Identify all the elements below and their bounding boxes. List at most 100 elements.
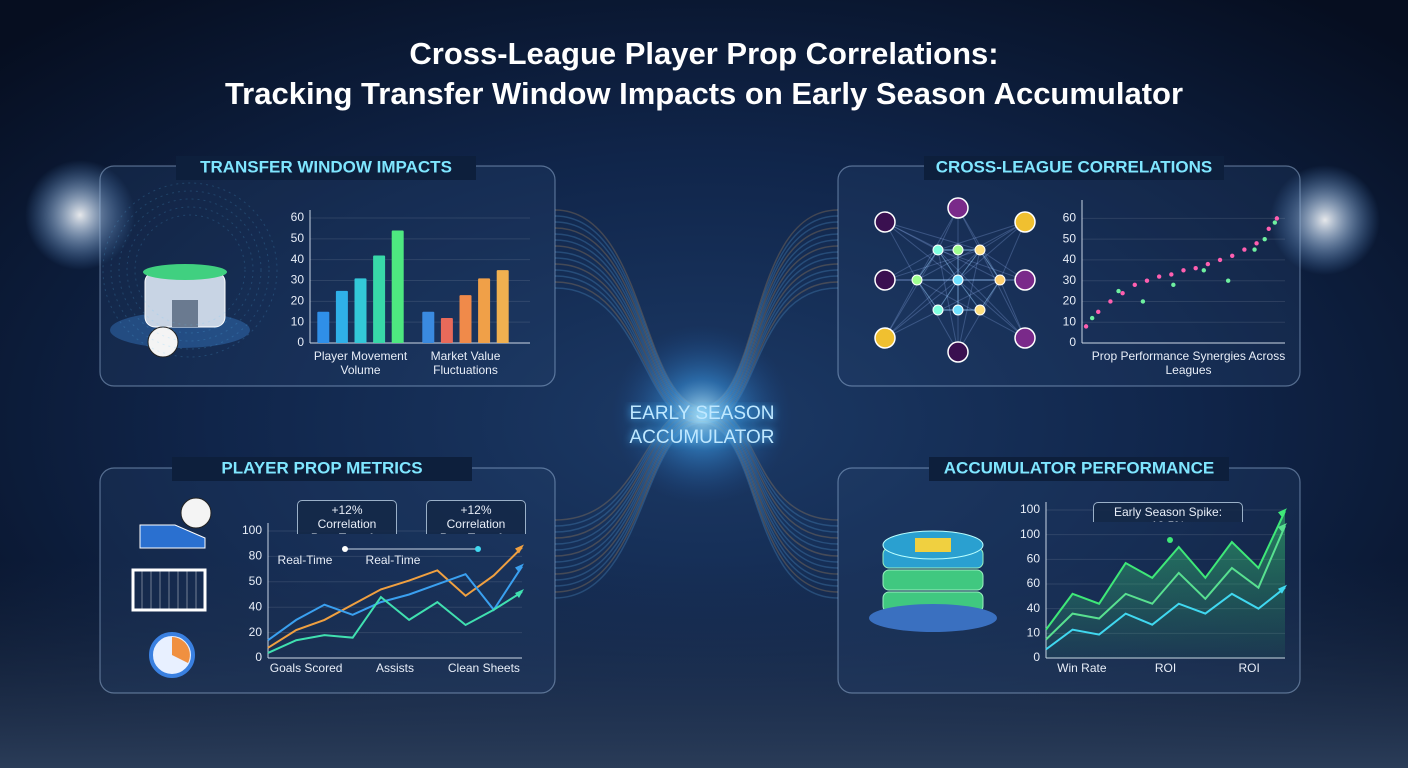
- goal: [131, 568, 207, 612]
- annotation-box: +12% Correlation Post-Transfer: [426, 500, 526, 534]
- y-tick-label: 50: [1063, 231, 1077, 245]
- network-edge: [957, 207, 1001, 281]
- network-edge: [916, 221, 1026, 281]
- series-label-box: Market Value Fluctuations: [430, 349, 501, 377]
- scatter-point: [1217, 257, 1223, 263]
- series-line: [1045, 510, 1286, 631]
- stopwatch-segment: [172, 637, 190, 663]
- y-tick-label: 80: [249, 549, 263, 563]
- x-label: Assists: [376, 661, 414, 675]
- bar: [317, 311, 330, 343]
- boot: [139, 524, 206, 549]
- y-tick-label: 60: [1027, 552, 1041, 566]
- annotation: Real-Time: [365, 553, 421, 567]
- series-label: Market Value Fluctuations: [430, 349, 501, 377]
- scatter-point: [1193, 266, 1198, 271]
- annotation-box: Early Season Spike: 18.5%: [1093, 502, 1243, 522]
- scatter-point: [1205, 261, 1211, 267]
- series-line: [1045, 525, 1286, 641]
- network-edge: [937, 249, 959, 281]
- bar: [459, 295, 472, 343]
- scatter-point: [1083, 324, 1089, 329]
- network-node: [952, 304, 964, 316]
- annotation: Early Season Spike: 18.5%: [1093, 502, 1243, 522]
- y-tick-label: 40: [249, 599, 263, 613]
- y-tick-label: 40: [1063, 252, 1077, 266]
- panel-title: TRANSFER WINDOW IMPACTS: [200, 157, 452, 176]
- database-label: [915, 538, 951, 552]
- network-node: [994, 274, 1006, 286]
- subtitle: Tracking Transfer Window Impacts on Earl…: [225, 76, 1183, 111]
- scatter-point: [1242, 247, 1247, 252]
- halo: [102, 182, 278, 358]
- annotation-dot: [475, 546, 481, 552]
- network-edge: [937, 249, 959, 353]
- floodlight: [25, 160, 135, 270]
- scatter-point: [1181, 268, 1186, 273]
- network-edge: [884, 221, 959, 281]
- network-node: [974, 244, 986, 256]
- series-line: [267, 566, 523, 642]
- title: Cross-League Player Prop Correlations:: [409, 36, 998, 71]
- network-node: [911, 274, 923, 286]
- annotation-dot: [342, 546, 348, 552]
- halo: [134, 214, 246, 326]
- annotation: +12% Correlation Post-Transfer: [426, 500, 526, 534]
- scatter-point: [1262, 236, 1267, 242]
- network-edge: [884, 279, 959, 339]
- network-node: [932, 304, 944, 316]
- series-line: [267, 591, 523, 654]
- panel-title-backing: [172, 457, 472, 481]
- bar: [496, 270, 509, 343]
- x-label: ROI: [1238, 661, 1259, 675]
- scatter-point: [1096, 309, 1101, 315]
- bar: [391, 230, 404, 343]
- network-edge: [957, 279, 1001, 353]
- halo: [118, 198, 262, 342]
- arrow-head: [1278, 523, 1287, 533]
- y-tick-label: 40: [291, 252, 305, 266]
- network-edge: [957, 249, 981, 353]
- scatter-point: [1156, 274, 1162, 279]
- x-label: Win Rate: [1057, 661, 1107, 675]
- annotation-box: +12% Correlation Post-Transfer: [297, 500, 397, 534]
- arrow-head: [1278, 508, 1287, 518]
- network-edge: [884, 249, 939, 339]
- center-orb: [612, 325, 792, 505]
- network-edge: [957, 221, 1026, 281]
- network-node: [974, 304, 986, 316]
- soccer-ball: [147, 326, 179, 358]
- annotation-box: Real-Time: [365, 553, 421, 567]
- network-edge: [979, 249, 1001, 281]
- network-edge: [916, 249, 939, 281]
- series-label: Player Movement Volume: [313, 349, 408, 377]
- network-edge: [937, 221, 1026, 251]
- network-edge: [957, 249, 981, 281]
- arrow-head: [515, 563, 524, 573]
- network-edge: [979, 249, 1026, 339]
- x-label: ROI: [1155, 661, 1176, 675]
- stadium-door: [172, 300, 198, 327]
- series-line: [267, 546, 523, 649]
- y-tick-label: 0: [297, 335, 304, 349]
- scatter-point: [1230, 253, 1235, 258]
- y-tick-label: 30: [1063, 273, 1077, 287]
- network-edge: [957, 279, 981, 311]
- panel-title: ACCUMULATOR PERFORMANCE: [944, 458, 1214, 477]
- scatter-point: [1140, 299, 1146, 304]
- series-area: [1046, 511, 1285, 658]
- scatter-point: [1272, 220, 1278, 225]
- network-node: [952, 244, 964, 256]
- scatter-point: [1089, 315, 1095, 321]
- series-label-box: Player Movement Volume: [313, 349, 408, 377]
- database-layer: [882, 569, 984, 591]
- scatter-point: [1169, 272, 1174, 277]
- halo: [110, 190, 270, 350]
- x-label: Goals Scored: [270, 661, 343, 675]
- panel-title-backing: [924, 156, 1224, 180]
- network-edge: [979, 279, 1001, 311]
- annotation: Real-Time: [277, 553, 333, 567]
- bar: [373, 255, 386, 343]
- club-badge: [874, 269, 896, 291]
